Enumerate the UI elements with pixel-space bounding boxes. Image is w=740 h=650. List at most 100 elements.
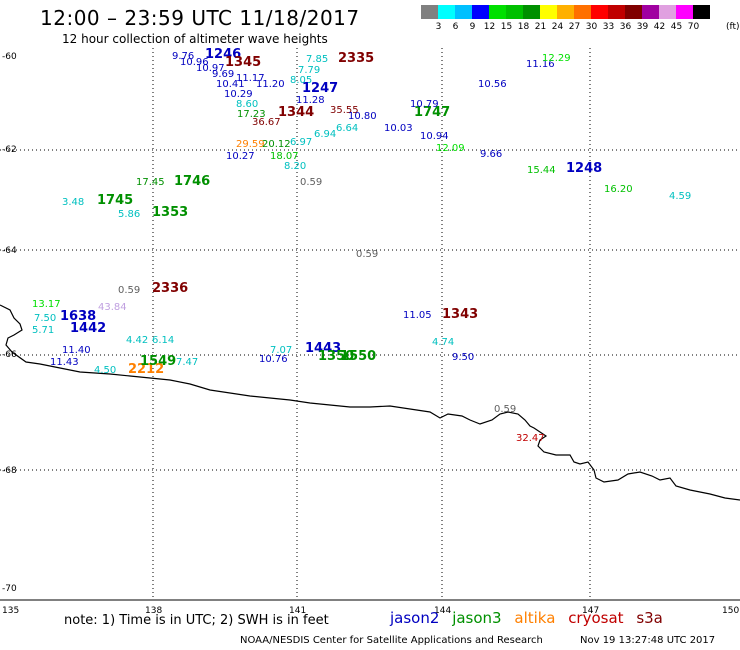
wave-height-label: 15.44 [527,165,556,176]
wave-height-label: 9.69 [212,69,235,80]
legend-swatch [693,5,710,19]
wave-height-label: 0.59 [356,249,379,260]
legend-swatch [625,5,642,19]
legend-label: 18 [517,22,530,32]
wave-height-label: 20.12 [262,139,291,150]
legend-swatch [659,5,676,19]
lat-label: -68 [2,466,17,476]
legend-label: 45 [670,22,683,32]
wave-height-label: 3.48 [62,197,85,208]
legend-label: 39 [636,22,649,32]
legend-label: 15 [500,22,513,32]
wave-height-label: 5.86 [118,209,141,220]
legend-swatch [591,5,608,19]
wave-height-label: 32.47 [516,433,545,444]
wave-height-label: 10.94 [420,131,449,142]
wave-height-label: 7.07 [270,345,293,356]
wave-height-label: 10.03 [384,123,413,134]
wave-height-label: 43.84 [98,302,127,313]
mission-jason2: jason2 [390,609,440,627]
wave-height-label: 11.43 [50,357,79,368]
legend-label: 24 [551,22,564,32]
wave-height-label: 16.20 [604,184,633,195]
mission-s3a: s3a [636,609,663,627]
wave-height-label: 10.27 [226,151,255,162]
color-legend [421,5,710,19]
lon-label: 150 [722,606,740,616]
wave-height-label: 5.71 [32,325,55,336]
wave-height-label: 0.59 [118,285,141,296]
pass-time-label: 1745 [97,193,134,208]
wave-height-label: 18.07 [270,151,299,162]
legend-unit: (ft) [726,22,740,32]
wave-height-label: 6.94 [314,129,337,140]
wave-height-label: 7.50 [34,313,57,324]
page-title: 12:00 – 23:59 UTC 11/18/2017 [40,6,360,30]
wave-height-label: 17.23 [237,109,266,120]
pass-time-label: 1248 [566,161,603,176]
generated-timestamp: Nov 19 13:27:48 UTC 2017 [580,635,716,646]
wave-height-label: 6.14 [152,335,175,346]
legend-label: 70 [687,22,700,32]
wave-height-label: 10.29 [224,89,253,100]
pass-time-label: 1443 [305,341,342,356]
wave-height-label: 4.74 [432,337,455,348]
legend-swatch [557,5,574,19]
wave-height-label: 11.16 [526,59,555,70]
wave-height-label: 11.40 [62,345,91,356]
legend-label: 3 [435,22,442,32]
wave-height-label: 29.59 [236,139,265,150]
pass-time-label: 1746 [174,174,211,189]
wave-height-label: 10.96 [180,57,209,68]
lat-label: -66 [2,350,17,360]
wave-height-label: 10.79 [410,99,439,110]
mission-legend: jason2 jason3 altika cryosat s3a [390,609,671,627]
legend-swatch [676,5,693,19]
wave-height-label: 7.85 [306,54,329,65]
lon-label: 144 [434,606,452,616]
legend-label: 6 [452,22,459,32]
wave-height-label: 4.59 [669,191,692,202]
lat-label: -64 [2,246,17,256]
wave-height-label: 11.17 [236,73,265,84]
wave-height-label: 9.66 [480,149,503,160]
legend-swatch [608,5,625,19]
pass-time-label: 1343 [442,307,479,322]
wave-height-label: 4.50 [94,365,117,376]
legend-swatch [523,5,540,19]
wave-height-label: 6.64 [336,123,359,134]
legend-swatch [574,5,591,19]
credit-line: NOAA/NESDIS Center for Satellite Applica… [240,635,543,646]
mission-jason3: jason3 [452,609,502,627]
mission-altika: altika [514,609,556,627]
wave-height-label: 11.05 [403,310,432,321]
wave-height-label: 0.59 [494,404,517,415]
pass-time-label: 1747 [414,105,451,120]
lat-label: -70 [2,584,17,594]
wave-height-label: 10.41 [216,79,245,90]
wave-height-label: 8.05 [290,75,313,86]
wave-height-label: 8.60 [236,99,259,110]
wave-height-label: 10.76 [259,354,288,365]
page-subtitle: 12 hour collection of altimeter wave hei… [62,32,328,46]
legend-label: 33 [602,22,615,32]
pass-time-label: 1247 [302,81,339,96]
pass-time-label: 1549 [140,354,177,369]
lat-label: -62 [2,145,17,155]
wave-height-label: 8.20 [284,161,307,172]
wave-height-label: 13.17 [32,299,61,310]
wave-height-label: 11.28 [296,95,325,106]
lon-label: 147 [582,606,600,616]
pass-time-label: 1246 [205,47,242,62]
legend-swatch [489,5,506,19]
mission-cryosat: cryosat [568,609,624,627]
pass-time-label: 2212 [128,362,165,377]
footer-note: note: 1) Time is in UTC; 2) SWH is in fe… [64,613,329,628]
wave-height-label: 10.56 [478,79,507,90]
legend-swatch [421,5,438,19]
wave-height-label: 12.09 [436,143,465,154]
wave-height-label: 9.50 [452,352,475,363]
wave-height-label: 0.59 [300,177,323,188]
pass-time-label: 1442 [70,321,107,336]
